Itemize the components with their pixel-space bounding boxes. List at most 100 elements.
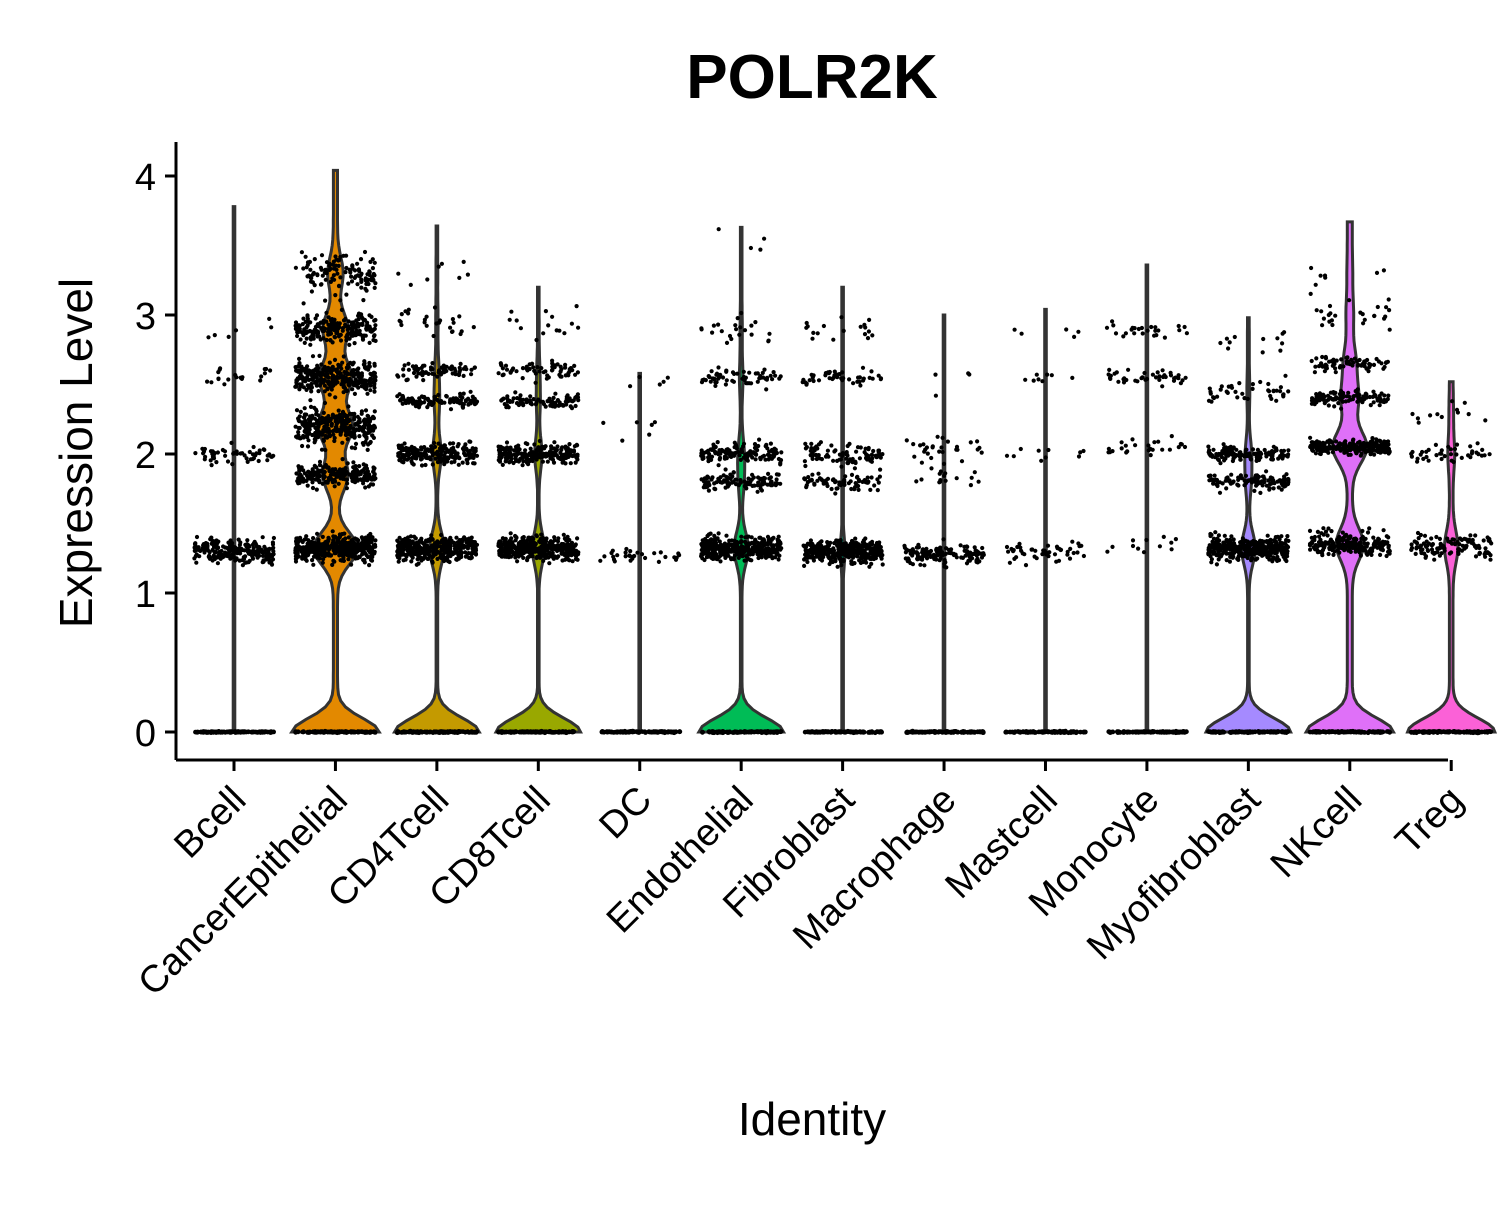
point-CancerEpithelial [326,535,331,540]
point-DC [652,420,658,425]
point-CancerEpithelial [345,461,350,466]
point-CD8Tcell [560,445,565,450]
point-CD8Tcell [509,309,514,314]
point-Endothelial [740,554,745,559]
point-CancerEpithelial [359,729,364,734]
point-CancerEpithelial [315,555,320,560]
point-Endothelial [753,446,758,451]
point-CD4Tcell [413,551,418,557]
point-CD4Tcell [435,374,440,379]
point-CD8Tcell [539,550,544,555]
point-Endothelial [770,555,775,560]
point-CancerEpithelial [295,330,300,335]
point-CancerEpithelial [317,463,323,468]
point-CancerEpithelial [346,380,351,385]
point-Bcell [202,457,207,462]
point-CD4Tcell [422,554,427,559]
point-DC [662,729,667,735]
point-Endothelial [738,540,743,545]
point-CancerEpithelial [310,480,315,485]
point-Bcell [205,379,210,384]
point-CD4Tcell [453,548,458,553]
point-CancerEpithelial [359,409,364,414]
point-CancerEpithelial [311,270,316,275]
point-CD4Tcell [471,461,476,466]
point-CD4Tcell [395,729,401,734]
point-Endothelial [728,472,733,477]
point-CD4Tcell [402,363,407,368]
point-CD8Tcell [549,444,554,449]
point-DC [647,432,652,437]
point-CancerEpithelial [328,266,333,271]
point-Fibroblast [868,730,873,735]
point-Bcell [214,460,219,465]
point-CD8Tcell [530,540,535,545]
point-CancerEpithelial [365,447,370,452]
point-CD8Tcell [519,548,524,553]
point-DC [677,729,683,735]
point-DC [632,553,637,559]
violin-group-CD8Tcell [493,285,583,736]
point-CancerEpithelial [337,532,342,537]
point-CD8Tcell [555,548,560,554]
point-Endothelial [713,383,718,388]
point-CancerEpithelial [309,389,314,394]
point-CD4Tcell [437,320,442,325]
point-CancerEpithelial [340,457,345,462]
point-CancerEpithelial [315,531,320,536]
point-CD8Tcell [538,450,543,456]
point-CancerEpithelial [351,460,356,465]
point-CD4Tcell [396,559,401,564]
point-Endothelial [719,550,725,555]
point-CancerEpithelial [357,274,362,279]
point-CancerEpithelial [303,254,308,259]
point-CD4Tcell [406,361,411,366]
point-CancerEpithelial [364,435,369,440]
point-Endothelial [717,457,722,462]
point-CancerEpithelial [341,537,346,543]
point-Endothelial [712,486,717,491]
point-DC [602,554,607,559]
point-CancerEpithelial [311,372,316,377]
point-CancerEpithelial [309,549,314,554]
point-CD4Tcell [411,462,416,467]
point-CancerEpithelial [316,413,321,418]
point-Bcell [240,547,245,553]
point-Bcell [268,368,273,373]
point-Bcell [209,380,214,385]
point-CD4Tcell [429,444,434,449]
point-CancerEpithelial [372,285,377,290]
point-CD8Tcell [555,362,560,367]
point-Endothelial [756,555,761,561]
point-CD8Tcell [513,455,518,461]
point-CancerEpithelial [364,281,369,287]
point-Bcell [250,456,255,462]
point-CancerEpithelial [306,426,311,431]
point-CancerEpithelial [349,554,354,559]
point-CancerEpithelial [344,265,349,271]
point-CancerEpithelial [366,442,371,447]
point-CancerEpithelial [305,313,310,318]
point-CancerEpithelial [353,464,358,469]
point-CD4Tcell [461,259,466,264]
point-Endothelial [771,544,776,549]
point-CancerEpithelial [314,729,320,735]
point-CD4Tcell [458,368,463,373]
point-CD4Tcell [423,462,428,468]
point-DC [624,546,629,552]
violin-CD8Tcell [493,285,583,734]
point-Endothelial [709,477,714,482]
point-CancerEpithelial [327,360,332,365]
point-Endothelial [755,483,760,488]
point-Endothelial [758,247,763,252]
point-CD4Tcell [433,543,438,548]
point-CD8Tcell [499,363,504,368]
point-CD4Tcell [450,329,455,334]
point-CD4Tcell [441,363,446,368]
point-CancerEpithelial [333,395,338,400]
point-CancerEpithelial [302,555,307,560]
point-Endothelial [749,323,754,328]
point-CD8Tcell [532,442,537,447]
point-Endothelial [724,369,729,374]
point-CancerEpithelial [328,338,333,343]
